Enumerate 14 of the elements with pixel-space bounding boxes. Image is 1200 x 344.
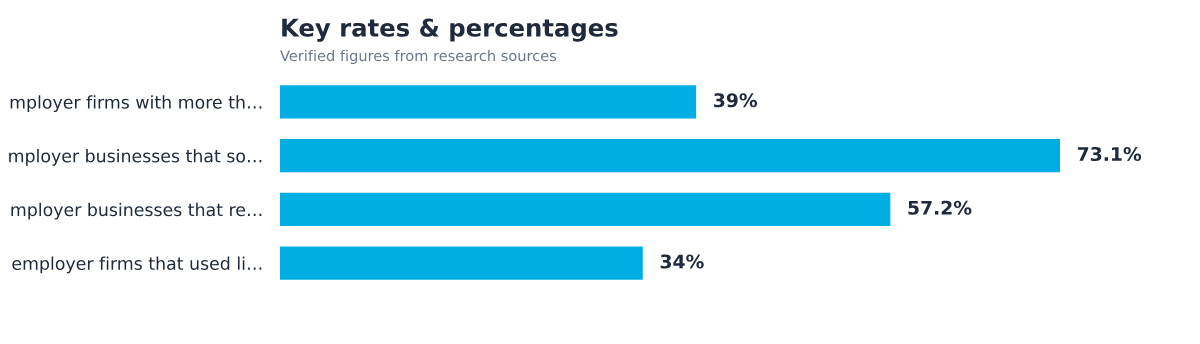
data-label: 73.1% — [1077, 146, 1142, 162]
bar — [280, 85, 697, 119]
y-tick-label: mployer businesses that so… — [9, 149, 262, 166]
bar — [280, 246, 643, 280]
chart-subtitle: Verified figures from research sources — [280, 49, 557, 65]
y-tick-label: employer firms that used li… — [12, 256, 262, 274]
bar — [280, 192, 891, 227]
data-label: 39% — [714, 93, 758, 108]
data-label: 57.2% — [908, 200, 972, 215]
y-tick-label: mployer businesses that re… — [11, 202, 262, 220]
y-tick-label: mployer firms with more th… — [10, 95, 262, 113]
bar — [280, 138, 1060, 173]
data-label: 34% — [660, 254, 704, 269]
chart-title: Key rates & percentages — [282, 18, 618, 42]
